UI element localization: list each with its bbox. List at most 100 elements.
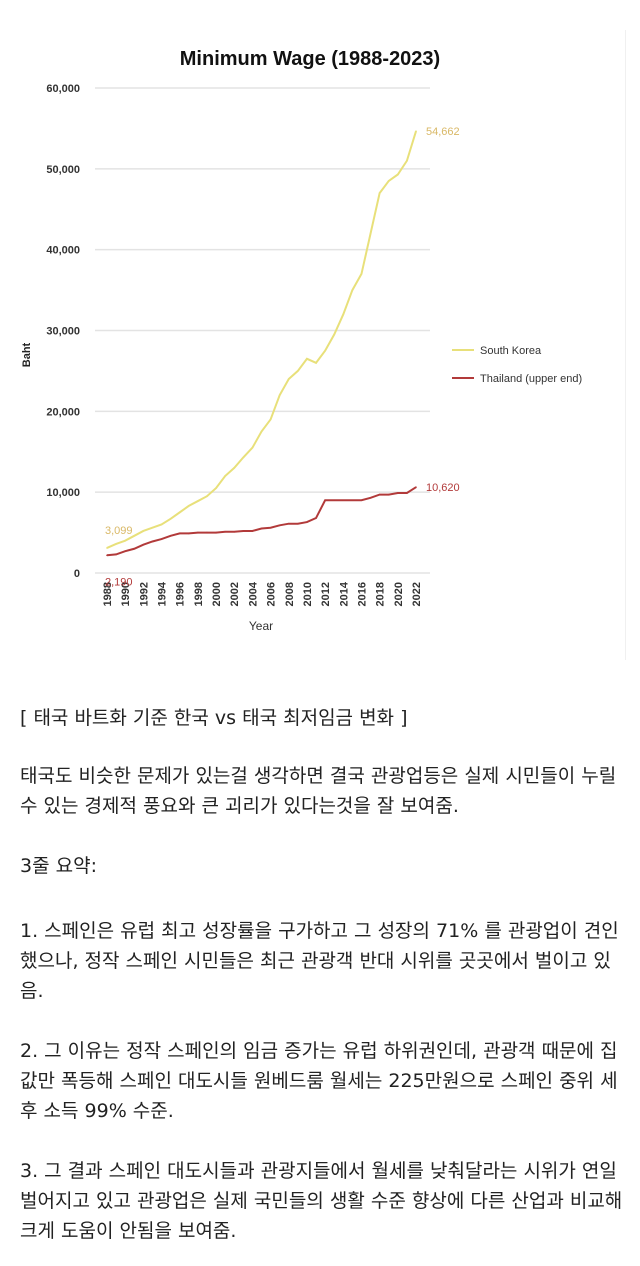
data-point: [360, 499, 363, 502]
end-value-label: 54,662: [426, 126, 460, 138]
data-point: [306, 357, 308, 360]
data-point: [324, 499, 326, 502]
x-tick-label: 1990: [120, 582, 132, 606]
x-tick-label: 1994: [157, 581, 169, 606]
x-tick-label: 1996: [175, 582, 187, 606]
chart-title: Minimum Wage (1988-2023): [180, 48, 440, 70]
data-point: [333, 499, 336, 502]
data-point: [169, 518, 172, 520]
data-point: [269, 526, 272, 529]
data-point: [342, 499, 345, 502]
data-point: [378, 493, 381, 496]
data-point: [215, 531, 217, 534]
y-tick-label: 0: [74, 568, 80, 580]
x-tick-label: 2000: [211, 582, 223, 606]
x-tick-label: 2020: [393, 582, 405, 606]
paragraph-point-1: 1. 스페인은 유럽 최고 성장률을 구가하고 그 성장의 71% 를 관광업이…: [20, 920, 619, 1002]
data-point: [160, 523, 163, 526]
data-point: [415, 130, 417, 132]
data-point: [197, 500, 199, 502]
x-tick-label: 2022: [411, 582, 423, 606]
data-point: [242, 530, 245, 532]
data-point: [106, 554, 108, 557]
data-point: [142, 543, 145, 546]
data-point: [206, 495, 208, 498]
y-axis-label: Baht: [21, 342, 33, 367]
data-point: [187, 532, 190, 535]
data-point: [224, 530, 226, 533]
data-point: [187, 505, 190, 507]
data-point: [297, 522, 299, 525]
x-tick-label: 1998: [193, 582, 205, 606]
data-point: [306, 521, 308, 523]
data-point: [115, 543, 117, 545]
data-point: [278, 394, 281, 396]
data-point: [287, 378, 290, 380]
x-tick-label: 2012: [320, 582, 332, 606]
paragraph-intro: 태국도 비슷한 문제가 있는걸 생각하면 결국 관광업등은 실제 시민들이 누릴…: [20, 765, 617, 817]
data-point: [333, 333, 336, 336]
series-line-south-korea: [106, 130, 417, 549]
data-point: [124, 539, 126, 542]
data-point: [260, 430, 263, 433]
chart-svg: Minimum Wage (1988-2023) 0 10,000 20,000 30…: [21, 48, 582, 633]
x-tick-label: 2006: [266, 582, 278, 606]
y-tick-label: 10,000: [46, 487, 80, 499]
start-value-label: 2,190: [105, 576, 133, 588]
x-tick-label: 2004: [247, 581, 259, 606]
y-tick-label: 40,000: [46, 245, 80, 257]
y-tick-label: 30,000: [46, 326, 80, 338]
data-point: [351, 499, 354, 502]
data-point: [415, 486, 417, 488]
data-point: [124, 550, 126, 552]
data-point: [342, 313, 345, 316]
y-tick-label: 60,000: [46, 83, 80, 95]
data-point: [106, 547, 108, 549]
x-tick-label: 1992: [138, 582, 150, 606]
data-point: [197, 531, 199, 534]
data-point: [351, 289, 354, 291]
end-value-label: 10,620: [426, 482, 460, 494]
data-point: [224, 475, 226, 477]
paragraph-summary-heading: 3줄 요약:: [20, 855, 97, 877]
data-point: [297, 370, 299, 372]
data-point: [269, 418, 272, 421]
data-point: [178, 511, 181, 514]
x-tick-label: 2002: [229, 582, 241, 606]
data-point: [387, 180, 390, 182]
data-point: [406, 492, 408, 494]
data-point: [133, 535, 136, 537]
data-point: [315, 517, 317, 519]
x-tick-label: 2016: [356, 582, 368, 606]
data-point: [278, 524, 281, 527]
data-point: [397, 173, 399, 176]
data-point: [387, 493, 390, 496]
data-point: [242, 456, 245, 459]
x-tick-label: 2010: [302, 582, 314, 606]
data-point: [169, 535, 172, 537]
data-point: [324, 349, 326, 352]
data-point: [260, 527, 263, 530]
x-tick-label: 2018: [375, 582, 387, 606]
y-tick-label: 50,000: [46, 164, 80, 176]
x-tick-label: 1988: [102, 582, 114, 606]
data-point: [151, 526, 154, 529]
data-point: [397, 492, 399, 494]
x-tick-label: 2008: [284, 582, 296, 606]
data-point: [287, 522, 290, 525]
data-point: [369, 497, 372, 499]
start-value-label: 3,099: [105, 525, 133, 537]
paragraph-point-2: 2. 그 이유는 정작 스페인의 임금 증가는 유럽 하위권인데, 관광객 때문…: [20, 1040, 618, 1122]
data-point: [160, 538, 163, 540]
data-point: [115, 553, 117, 556]
data-point: [206, 531, 208, 534]
series-line-thailand: [106, 486, 417, 557]
paragraph-point-3: 3. 그 결과 스페인 대도시들과 관광지들에서 월세를 낮춰달라는 시위가 연…: [20, 1160, 623, 1242]
data-point: [142, 530, 145, 532]
x-tick-label: 2014: [338, 581, 350, 606]
data-point: [360, 273, 363, 275]
data-point: [133, 547, 136, 550]
data-point: [215, 487, 217, 489]
data-point: [178, 532, 181, 535]
data-point: [378, 192, 381, 194]
